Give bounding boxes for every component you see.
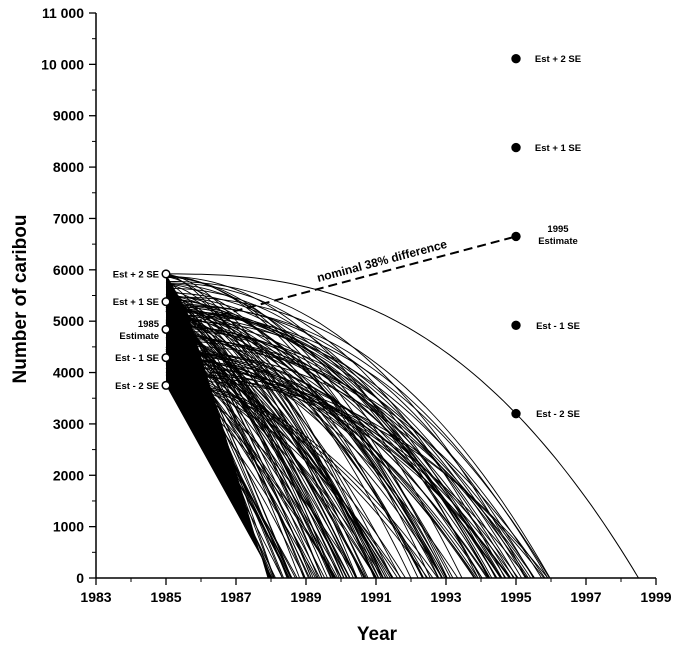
projection-curve (165, 296, 345, 579)
point-1995-filled (511, 408, 521, 419)
projection-curve (165, 274, 358, 579)
projection-curve (165, 298, 363, 579)
point-label-1985: 1985 Estimate (119, 319, 159, 342)
point-label-1985: Est - 1 SE (115, 353, 159, 364)
projection-curve (165, 381, 439, 579)
projection-curve (165, 380, 549, 579)
point-1995-filled (511, 54, 521, 64)
point-label-1995: Est - 2 SE (536, 409, 580, 420)
point-1985-open (161, 380, 171, 390)
point-1995-filled (511, 142, 521, 153)
projection-curve (165, 369, 512, 579)
y-tick-label: 9000 (53, 108, 84, 124)
projection-curve (165, 276, 448, 579)
x-tick-label: 1995 (500, 589, 531, 605)
projection-curve (165, 310, 514, 579)
point-label-1985: Est - 2 SE (115, 381, 159, 392)
projection-curves (165, 273, 639, 579)
x-axis-title: Year (357, 624, 398, 645)
y-tick-label: 2000 (53, 467, 84, 483)
y-tick-label: 3000 (53, 416, 84, 432)
projection-curve (165, 310, 384, 579)
y-tick-label: 7000 (53, 210, 84, 226)
projection-curve (165, 283, 375, 579)
point-1985-open (161, 353, 171, 363)
outlier-projection-curve (166, 273, 639, 579)
y-tick-label: 10 000 (41, 56, 84, 72)
x-tick-label: 1999 (640, 589, 671, 605)
projection-curve (165, 316, 358, 579)
x-tick-label: 1991 (360, 589, 391, 605)
difference-annotation: nominal 38% difference (315, 237, 448, 285)
point-label-1985: Est + 2 SE (113, 269, 159, 280)
projection-curve (166, 296, 551, 579)
projection-curve (165, 276, 479, 579)
dense-curve-fill (166, 273, 273, 578)
y-tick-label: 5000 (53, 313, 84, 329)
projection-curve (165, 295, 323, 579)
estimate-points: Est + 2 SE Est + 1 SE 1985 Estimate Est - 1 … (113, 54, 581, 420)
projection-curve (165, 326, 512, 579)
projection-curve (165, 310, 526, 579)
y-tick-label: 6000 (53, 262, 84, 278)
point-label-1995: Est - 1 SE (536, 321, 580, 332)
x-tick-label: 1985 (150, 589, 181, 605)
y-tick-label: 0 (76, 570, 84, 586)
point-1985-open (161, 297, 171, 307)
point-label-1995: 1995 Estimate (538, 224, 578, 247)
projection-curve (165, 282, 506, 579)
x-tick-label: 1983 (80, 589, 111, 605)
projection-curve (165, 306, 454, 579)
axes: 0 1000 2000 3000 4000 5000 6000 7000 8000 9000 10 … (41, 5, 672, 605)
y-axis-title: Number of caribou (10, 215, 31, 384)
difference-dashed-line (165, 235, 517, 331)
x-tick-label: 1989 (290, 589, 321, 605)
point-label-1985: Est + 1 SE (113, 297, 159, 308)
y-tick-label: 8000 (53, 159, 84, 175)
projection-curve (166, 304, 549, 579)
y-tick-label: 4000 (53, 365, 84, 381)
y-tick-label: 11 000 (42, 5, 84, 21)
projection-curve (165, 329, 428, 579)
projection-curve (165, 319, 401, 579)
projection-curve (165, 339, 378, 579)
point-label-1995: Est + 1 SE (535, 143, 581, 154)
projection-curve (166, 303, 534, 579)
projection-curve (165, 356, 475, 579)
point-1985-open (161, 324, 171, 334)
projection-curve (165, 315, 518, 579)
x-tick-label: 1993 (430, 589, 461, 605)
projection-curve (166, 373, 545, 579)
projection-curve (165, 350, 476, 579)
point-label-1995: Est + 2 SE (535, 54, 581, 65)
point-1995-filled (511, 320, 521, 330)
projection-curve (165, 298, 447, 579)
projection-curve (165, 295, 412, 579)
point-1995-filled (511, 231, 521, 242)
projection-curve (165, 304, 493, 579)
x-tick-label: 1997 (570, 589, 601, 605)
annotation-layer: nominal 38% difference (165, 235, 517, 331)
x-tick-label: 1987 (220, 589, 251, 605)
projection-curve (165, 352, 489, 579)
y-tick-label: 1000 (53, 519, 84, 535)
projection-curve (165, 283, 463, 579)
projection-curve (165, 275, 431, 579)
point-1985-open (161, 269, 171, 279)
